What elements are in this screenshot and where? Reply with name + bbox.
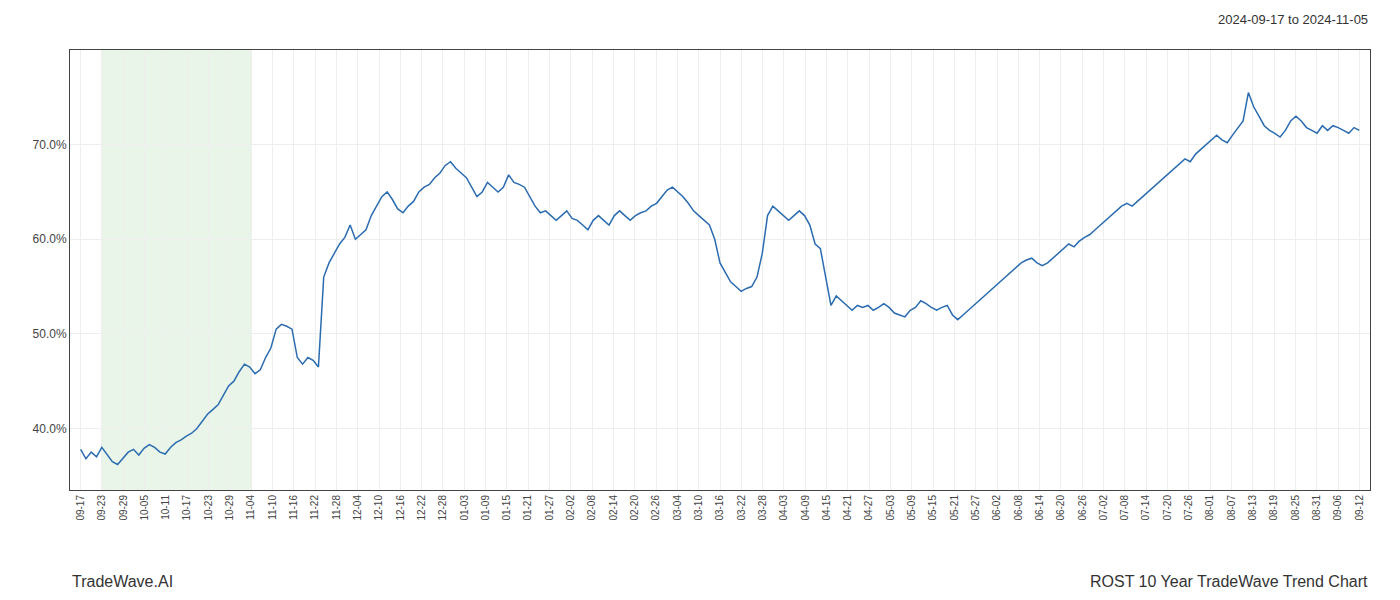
svg-text:10-17: 10-17 [181,495,192,521]
svg-text:04-27: 04-27 [863,495,874,521]
svg-text:12-16: 12-16 [395,495,406,521]
svg-text:2024-09-17 to 2024-11-05: 2024-09-17 to 2024-11-05 [1218,12,1368,27]
svg-text:01-03: 01-03 [459,495,470,521]
svg-text:06-26: 06-26 [1077,495,1088,521]
svg-text:07-02: 07-02 [1098,495,1109,521]
svg-text:03-22: 03-22 [736,495,747,521]
svg-text:01-27: 01-27 [544,495,555,521]
svg-text:03-04: 03-04 [672,495,683,521]
svg-text:07-20: 07-20 [1162,495,1173,521]
svg-text:12-10: 12-10 [373,495,384,521]
svg-text:08-31: 08-31 [1311,495,1322,521]
svg-text:70.0%: 70.0% [33,138,67,152]
svg-text:04-03: 04-03 [778,495,789,521]
svg-text:12-22: 12-22 [416,495,427,521]
svg-text:03-16: 03-16 [714,495,725,521]
svg-text:50.0%: 50.0% [33,327,67,341]
svg-text:12-04: 12-04 [352,495,363,521]
svg-text:08-07: 08-07 [1226,495,1237,521]
svg-text:05-03: 05-03 [885,495,896,521]
svg-text:08-13: 08-13 [1247,495,1258,521]
svg-text:02-20: 02-20 [629,495,640,521]
svg-text:05-09: 05-09 [906,495,917,521]
svg-text:09-17: 09-17 [75,495,86,521]
svg-text:06-02: 06-02 [991,495,1002,521]
svg-text:05-21: 05-21 [949,495,960,521]
svg-text:09-23: 09-23 [96,495,107,521]
svg-text:ROST 10 Year TradeWave Trend C: ROST 10 Year TradeWave Trend Chart [1090,573,1368,590]
svg-text:02-26: 02-26 [650,495,661,521]
svg-text:09-12: 09-12 [1354,495,1365,521]
svg-text:09-29: 09-29 [118,495,129,521]
svg-text:11-22: 11-22 [309,495,320,520]
svg-text:08-01: 08-01 [1204,495,1215,521]
svg-text:12-28: 12-28 [437,495,448,521]
svg-text:40.0%: 40.0% [33,422,67,436]
svg-text:10-29: 10-29 [224,495,235,521]
svg-text:07-08: 07-08 [1119,495,1130,521]
svg-text:02-02: 02-02 [565,495,576,521]
svg-text:10-05: 10-05 [139,495,150,521]
svg-text:11-10: 11-10 [267,495,278,520]
svg-text:05-27: 05-27 [970,495,981,521]
svg-text:08-19: 08-19 [1268,495,1279,521]
svg-text:06-08: 06-08 [1013,495,1024,521]
svg-text:10-11: 10-11 [160,495,171,520]
svg-text:02-14: 02-14 [608,495,619,521]
svg-text:04-21: 04-21 [842,495,853,521]
svg-text:TradeWave.AI: TradeWave.AI [72,573,173,590]
svg-text:05-15: 05-15 [927,495,938,521]
svg-text:01-15: 01-15 [501,495,512,521]
svg-text:09-06: 09-06 [1332,495,1343,521]
svg-text:08-25: 08-25 [1290,495,1301,521]
svg-text:04-09: 04-09 [800,495,811,521]
svg-text:07-26: 07-26 [1183,495,1194,521]
svg-text:11-28: 11-28 [331,495,342,520]
svg-text:03-28: 03-28 [757,495,768,521]
svg-text:04-15: 04-15 [821,495,832,521]
svg-text:11-04: 11-04 [245,495,256,520]
svg-text:07-14: 07-14 [1140,495,1151,521]
svg-text:01-09: 01-09 [480,495,491,521]
svg-text:11-16: 11-16 [288,495,299,520]
svg-text:01-21: 01-21 [522,495,533,521]
svg-text:06-14: 06-14 [1034,495,1045,521]
svg-text:60.0%: 60.0% [33,232,67,246]
svg-text:02-08: 02-08 [586,495,597,521]
svg-text:03-10: 03-10 [693,495,704,521]
svg-text:06-20: 06-20 [1055,495,1066,521]
svg-text:10-23: 10-23 [203,495,214,521]
